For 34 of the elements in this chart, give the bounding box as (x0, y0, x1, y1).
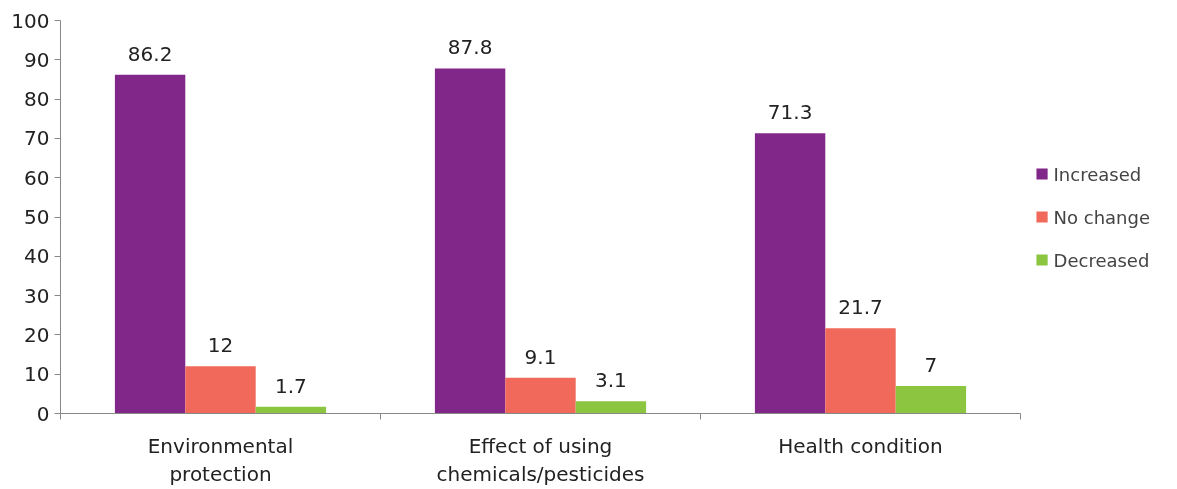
data-label: 3.1 (595, 368, 627, 393)
y-tick-label: 80 (24, 87, 50, 112)
y-tick-label: 50 (24, 205, 50, 229)
x-tick-label: Environmental protection (147, 433, 294, 487)
data-label: 7 (924, 352, 938, 377)
bar (825, 328, 896, 414)
y-tick-label: 20 (24, 322, 50, 347)
y-tick-label: 0 (36, 401, 50, 426)
x-tick-label: Effect of using chemicals/pesticides (436, 433, 645, 487)
bar (575, 401, 647, 414)
x-tick-label: Health condition (778, 433, 943, 458)
data-label: 1.7 (275, 373, 307, 398)
bar (754, 133, 826, 414)
legend-label: Decreased (1053, 249, 1150, 270)
y-tick-label: 90 (24, 47, 50, 72)
data-label: 9.1 (524, 344, 557, 369)
bar (434, 68, 506, 414)
bar (505, 377, 576, 414)
y-tick-label: 100 (11, 8, 50, 33)
y-tick-label: 30 (24, 283, 50, 308)
y-tick-label: 70 (24, 126, 50, 151)
bar (895, 385, 967, 414)
y-tick-label: 60 (24, 165, 50, 190)
data-label: 21.7 (838, 295, 883, 320)
y-tick-label: 40 (24, 244, 50, 269)
y-tick-label: 10 (24, 362, 50, 387)
legend-label: Increased (1053, 163, 1142, 184)
legend-label: No change (1053, 206, 1150, 227)
data-label: 71.3 (767, 100, 813, 125)
data-label: 87.8 (447, 35, 493, 60)
bar (185, 366, 256, 414)
data-label: 12 (207, 333, 234, 358)
bar (114, 74, 186, 414)
data-label: 86.2 (127, 41, 173, 66)
